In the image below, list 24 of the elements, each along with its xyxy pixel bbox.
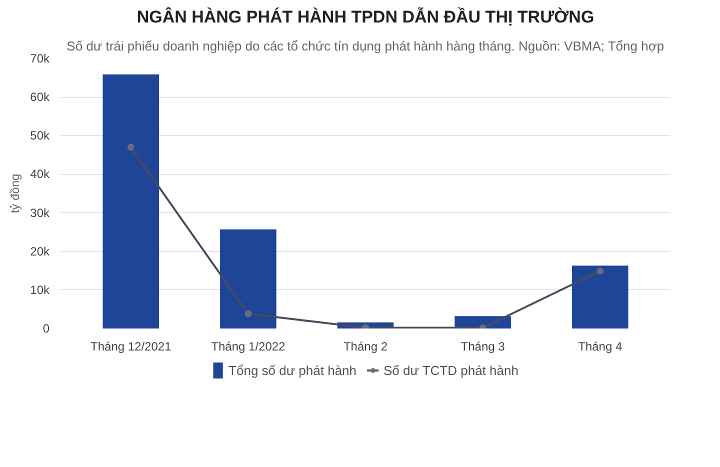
y-tick-label: 40k [30, 167, 50, 182]
chart-subtitle: Số dư trái phiếu doanh nghiệp do các tổ chức tín dụng phát hành hàng tháng. Nguồn: VBMA; Tổng hợp [66, 38, 664, 54]
bar [572, 266, 628, 328]
y-tick-label: 0 [42, 322, 50, 336]
y-tick-label: 50k [30, 128, 50, 143]
legend-label: Số dư TCTD phát hành [384, 362, 518, 378]
x-tick-label: Tháng 3 [460, 340, 506, 354]
point [596, 268, 604, 275]
bar [102, 74, 160, 328]
point [127, 144, 134, 151]
y-tick-label: 60k [30, 90, 50, 104]
point [244, 310, 252, 318]
x-tick-label: Tháng 1/2022 [211, 340, 286, 354]
y-tick-label: 30k [30, 206, 50, 220]
y-tick-label: 10k [30, 282, 50, 297]
bar [220, 229, 276, 328]
x-tick-label: Tháng 12/2021 [90, 340, 172, 354]
y-axis-title: tỷ đồng [8, 174, 22, 214]
y-tick-label: 70k [30, 52, 50, 66]
x-tick-label: Tháng 4 [578, 340, 622, 354]
x-tick-label: Tháng 2 [343, 340, 388, 354]
chart-title: NGÂN HÀNG PHÁT HÀNH TPDN DẪN ĐẦU THỊ TRƯỜNG [136, 6, 594, 26]
legend-label: Tổng số dư phát hành [228, 362, 357, 378]
y-tick-label: 20k [30, 244, 50, 258]
